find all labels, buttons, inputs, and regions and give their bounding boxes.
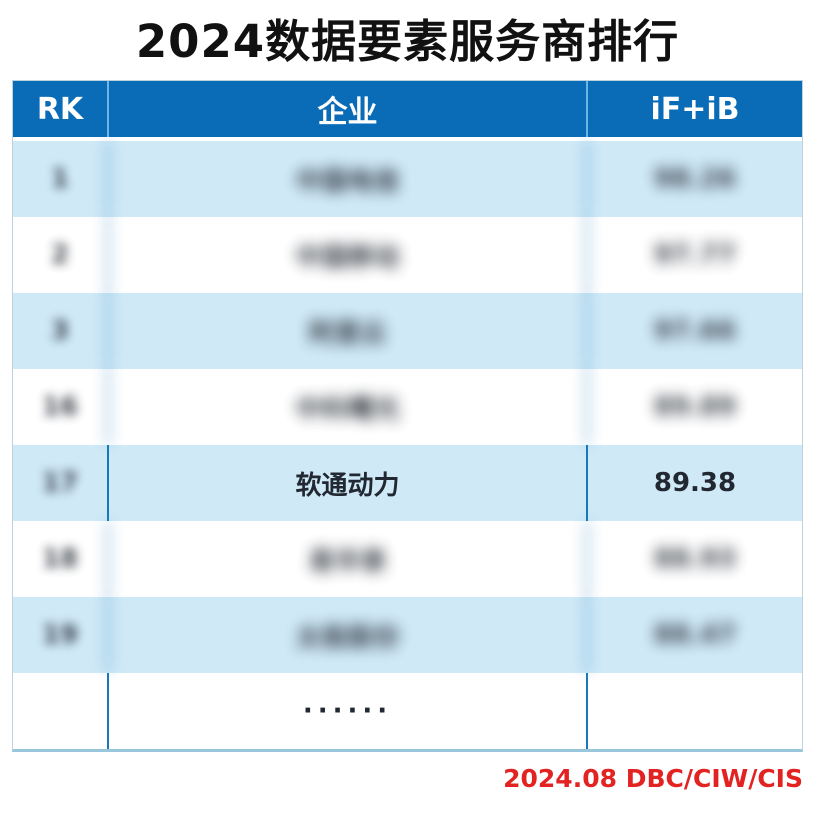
table-row: 18 易华录 88.93 [13, 521, 802, 597]
company-cell: 软通动力 [107, 445, 586, 521]
table-row-highlight: 17 软通动力 89.38 [13, 445, 802, 521]
rank-cell: 16 [41, 392, 79, 422]
ellipsis-cell: ······ [107, 673, 586, 749]
table-row: 3 阿里云 97.66 [13, 293, 802, 369]
column-header-rk: RK [36, 91, 84, 127]
table-row: 2 中国移动 97.77 [13, 217, 802, 293]
table-row: 16 中科曙光 89.89 [13, 369, 802, 445]
rank-cell [13, 673, 107, 749]
company-cell: 太极股份 [107, 597, 586, 673]
column-header-score: iF+iB [586, 81, 802, 137]
score-cell [586, 673, 802, 749]
score-cell: 97.77 [586, 217, 802, 293]
rank-cell: 17 [41, 468, 79, 498]
source-attribution: 2024.08 DBC/CIW/CIS [503, 764, 803, 793]
score-cell: 97.66 [586, 293, 802, 369]
header-gap [13, 137, 802, 141]
company-cell: 中国电信 [107, 141, 586, 217]
score-cell: 88.47 [586, 597, 802, 673]
company-cell: 中科曙光 [107, 369, 586, 445]
rank-cell: 3 [50, 316, 70, 346]
ranking-table: RK 企业 iF+iB 1 中国电信 98.26 2 中国移动 97.77 3 … [12, 80, 803, 752]
score-cell: 98.26 [586, 141, 802, 217]
rank-cell: 18 [41, 544, 79, 574]
rank-cell: 19 [41, 620, 79, 650]
table-row: 1 中国电信 98.26 [13, 141, 802, 217]
table-row: 19 太极股份 88.47 [13, 597, 802, 673]
table-header-row: RK 企业 iF+iB [13, 81, 802, 137]
score-cell: 89.38 [586, 445, 802, 521]
rank-cell: 1 [50, 164, 70, 194]
company-cell: 易华录 [107, 521, 586, 597]
table-row-ellipsis: ······ [13, 673, 802, 749]
score-cell: 88.93 [586, 521, 802, 597]
company-cell: 阿里云 [107, 293, 586, 369]
column-header-company: 企业 [107, 81, 586, 137]
rank-cell: 2 [50, 240, 70, 270]
score-cell: 89.89 [586, 369, 802, 445]
company-cell: 中国移动 [107, 217, 586, 293]
page-title: 2024数据要素服务商排行 [135, 15, 680, 68]
